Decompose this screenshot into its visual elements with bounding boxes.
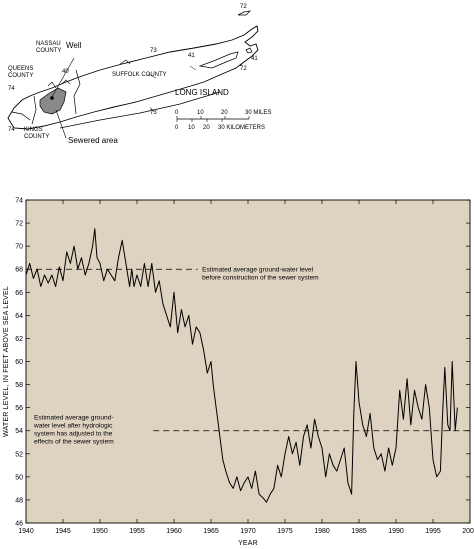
y-tick-label: 54	[15, 428, 23, 435]
x-tick-label: 2000	[462, 528, 474, 535]
post-sewer-annotation-line: water level after hydrologic	[33, 423, 113, 430]
y-axis: 46 48 50 52 54 56 58 60 62 64 66 68 70 72 74	[15, 198, 470, 528]
scale-km-0: 0	[175, 125, 179, 131]
route-72-east: 72	[240, 66, 247, 72]
scale-miles-10: 10	[197, 110, 204, 116]
scale-miles-20: 20	[221, 110, 228, 116]
y-tick-label: 48	[15, 497, 23, 504]
x-tick-label: 1970	[240, 528, 256, 535]
y-tick-label: 64	[15, 313, 23, 320]
pre-sewer-annotation-line: before construction of the sewer system	[202, 275, 319, 282]
long-island-map: NASSAU COUNTY Well QUEENS COUNTY KINGS C…	[7, 4, 271, 145]
y-tick-label: 60	[15, 359, 23, 366]
y-tick-label: 46	[15, 521, 23, 528]
kings-county-label: COUNTY	[24, 134, 49, 140]
sewered-area	[39, 87, 67, 115]
nassau-label: NASSAU	[36, 41, 61, 47]
x-tick-label: 1985	[351, 528, 367, 535]
post-sewer-annotation-line: system has adjusted to the	[34, 431, 113, 438]
scale-km-10: 10	[188, 125, 195, 131]
pre-sewer-annotation-line: Estimated average ground-water level	[202, 267, 314, 274]
route-73-north: 73	[150, 48, 157, 54]
peconic-bay-outline	[198, 51, 239, 69]
route-72-north: 72	[240, 4, 247, 10]
kings-label: KINGS	[24, 127, 43, 133]
well-marker	[50, 96, 54, 100]
long-island-label: LONG ISLAND	[175, 88, 229, 97]
x-axis: 1940 1945 1950 1955 1960 1965 1970 1975 1980 1985…	[18, 200, 474, 535]
x-tick-label: 1990	[388, 528, 404, 535]
x-tick-label: 1945	[55, 528, 71, 535]
x-tick-label: 1955	[129, 528, 145, 535]
y-tick-label: 52	[15, 451, 23, 458]
north-shore-bays	[47, 59, 131, 89]
nassau-suffolk-boundary	[73, 69, 81, 115]
route-41-north: 41	[188, 53, 195, 59]
kings-queens-boundary	[11, 111, 31, 121]
y-axis-label: WATER LEVEL, IN FEET ABOVE SEA LEVEL	[3, 286, 10, 437]
route-74-south: 74	[8, 127, 15, 133]
post-sewer-annotation-line: Estimated average ground-	[34, 415, 114, 422]
queens-county-label: COUNTY	[8, 73, 33, 79]
sewered-area-label: Sewered area	[68, 136, 118, 145]
scale-km-20: 20	[203, 125, 210, 131]
y-tick-label: 62	[15, 336, 23, 343]
route-73-south: 73	[150, 110, 157, 116]
gardiners-island	[245, 47, 253, 54]
x-tick-label: 1940	[18, 528, 34, 535]
x-axis-label: YEAR	[238, 540, 258, 547]
route-40: 40	[62, 69, 69, 75]
post-sewer-annotation-line: effects of the sewer system	[34, 439, 114, 446]
x-tick-label: 1975	[277, 528, 293, 535]
y-tick-label: 68	[15, 267, 23, 274]
nassau-county-label: COUNTY	[36, 48, 61, 54]
annotations: Estimated average ground-water levelbefo…	[33, 267, 319, 446]
suffolk-label: SUFFOLK COUNTY	[112, 72, 167, 78]
plot-area	[25, 199, 471, 524]
y-tick-label: 72	[15, 221, 23, 228]
route-74-north: 74	[8, 86, 15, 92]
reference-lines	[26, 268, 470, 432]
route-lines	[147, 61, 245, 113]
long-island-outline	[7, 25, 259, 130]
x-tick-label: 1995	[425, 528, 441, 535]
y-tick-label: 50	[15, 474, 23, 481]
y-tick-label: 58	[15, 382, 23, 389]
x-tick-label: 1965	[203, 528, 219, 535]
well-label: Well	[66, 41, 82, 50]
queens-label: QUEENS	[8, 66, 33, 72]
y-tick-label: 74	[15, 198, 23, 205]
y-tick-label: 70	[15, 244, 23, 251]
water-level-series-line	[25, 228, 458, 503]
sewered-area-leader	[55, 109, 67, 139]
queens-nassau-boundary	[31, 95, 37, 125]
fishers-island	[237, 10, 252, 16]
well-leader	[51, 57, 75, 98]
route-41-east: 41	[251, 56, 258, 62]
y-tick-label: 66	[15, 290, 23, 297]
scale-km-30: 30 KILOMETERS	[218, 125, 265, 131]
x-tick-label: 1950	[92, 528, 108, 535]
scale-bar: 0 10 20 30 MILES 0 10 20 30 KILOMETERS	[175, 110, 271, 131]
x-tick-label: 1980	[314, 528, 330, 535]
scale-miles-30: 30 MILES	[245, 110, 271, 116]
barrier-beach	[59, 91, 221, 129]
scale-miles-0: 0	[175, 110, 179, 116]
y-tick-label: 56	[15, 405, 23, 412]
x-tick-label: 1960	[166, 528, 182, 535]
